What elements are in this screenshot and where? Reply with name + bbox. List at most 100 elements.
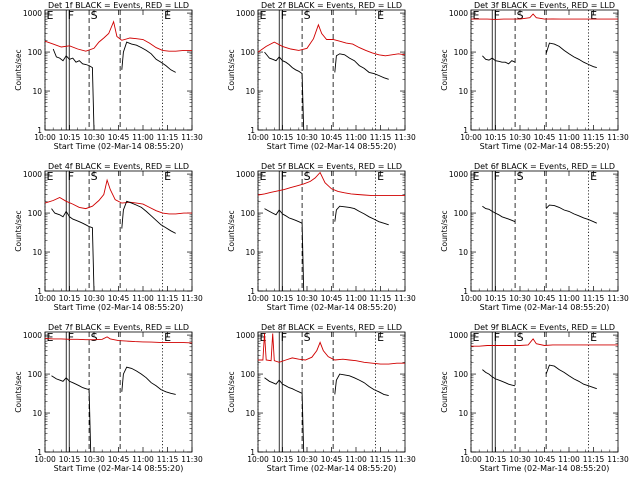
x-tick-label: 10:00 xyxy=(460,133,482,142)
y-axis-label: Counts/sec xyxy=(440,210,449,251)
x-tick-label: 10:15 xyxy=(272,133,294,142)
chart-title: Det 1f BLACK = Events, RED = LLD xyxy=(48,1,189,10)
x-tick-label: 10:30 xyxy=(83,133,105,142)
x-tick-label: 10:45 xyxy=(108,455,130,464)
x-tick-label: 11:00 xyxy=(345,294,367,303)
time-marker-label: E xyxy=(473,170,480,183)
plot-frame xyxy=(470,331,619,453)
time-marker-label: F xyxy=(281,170,287,183)
x-axis-label: Start Time (02-Mar-14 08:55:20) xyxy=(480,464,610,473)
time-marker-label: S xyxy=(304,9,311,22)
y-tick-label: 100 xyxy=(28,48,43,57)
x-tick-label: 10:30 xyxy=(509,133,531,142)
time-marker-label: F xyxy=(494,9,500,22)
y-tick-label: 1000 xyxy=(449,170,468,179)
time-marker-label: E xyxy=(47,9,54,22)
lld-series-line xyxy=(44,336,193,344)
events-series-line xyxy=(482,369,516,387)
x-tick-label: 10:00 xyxy=(34,133,56,142)
time-marker-label: S xyxy=(304,331,311,344)
time-marker-label: S xyxy=(517,331,524,344)
y-tick-label: 10 xyxy=(245,409,255,418)
time-marker-label: F xyxy=(68,9,74,22)
chart-title: Det 3f BLACK = Events, RED = LLD xyxy=(474,1,615,10)
x-tick-label: 10:30 xyxy=(296,133,318,142)
x-tick-label: 10:45 xyxy=(321,455,343,464)
x-axis-label: Start Time (02-Mar-14 08:55:20) xyxy=(480,142,610,151)
y-tick-label: 100 xyxy=(28,209,43,218)
y-tick-label: 1000 xyxy=(23,170,42,179)
y-tick-label: 100 xyxy=(454,370,469,379)
x-tick-label: 11:00 xyxy=(132,294,154,303)
y-tick-label: 1000 xyxy=(449,331,468,340)
plot-frame xyxy=(44,170,193,292)
lld-series-line xyxy=(471,338,618,347)
lld-series-line xyxy=(44,178,192,215)
x-tick-label: 10:00 xyxy=(34,294,56,303)
lld-series-line xyxy=(257,23,406,57)
x-tick-label: 11:30 xyxy=(181,455,203,464)
x-tick-label: 10:15 xyxy=(272,294,294,303)
x-tick-label: 10:00 xyxy=(460,294,482,303)
y-tick-label: 1 xyxy=(463,448,468,457)
chart-panel: Det 6f BLACK = Events, RED = LLD 1 10 100 10… xyxy=(440,162,629,312)
y-tick-label: 10 xyxy=(458,87,468,96)
chart-panel: Det 2f BLACK = Events, RED = LLD 1 10 100 10… xyxy=(227,1,416,151)
events-series-line xyxy=(121,41,176,73)
y-tick-label: 1 xyxy=(37,448,42,457)
chart-panel: Det 3f BLACK = Events, RED = LLD 1 10 100 10… xyxy=(440,1,629,151)
x-tick-label: 10:30 xyxy=(509,294,531,303)
events-series-line xyxy=(264,51,305,131)
y-tick-label: 100 xyxy=(28,370,43,379)
x-tick-label: 10:30 xyxy=(509,455,531,464)
time-marker-label: F xyxy=(68,170,74,183)
y-axis-label: Counts/sec xyxy=(440,49,449,90)
x-tick-label: 10:15 xyxy=(59,294,81,303)
time-marker-label: S xyxy=(91,170,98,183)
x-tick-label: 11:15 xyxy=(157,294,179,303)
y-tick-label: 1000 xyxy=(236,9,255,18)
events-series-line xyxy=(51,375,92,453)
x-tick-label: 10:45 xyxy=(534,133,556,142)
chart-panel: Det 1f BLACK = Events, RED = LLD 1 10 100 10… xyxy=(14,1,203,151)
lld-series-line xyxy=(44,20,192,52)
time-marker-label: E xyxy=(590,331,597,344)
time-marker-label: E xyxy=(377,170,384,183)
x-tick-label: 10:00 xyxy=(247,133,269,142)
time-marker-label: E xyxy=(590,170,597,183)
lld-series-line xyxy=(258,333,405,365)
y-tick-label: 100 xyxy=(454,48,469,57)
x-tick-label: 10:00 xyxy=(34,455,56,464)
x-tick-label: 11:30 xyxy=(394,455,416,464)
y-tick-label: 1 xyxy=(250,287,255,296)
chart-panel: Det 4f BLACK = Events, RED = LLD 1 10 100 10… xyxy=(14,162,203,312)
y-axis-label: Counts/sec xyxy=(14,371,23,412)
time-marker-label: E xyxy=(260,170,267,183)
chart-title: Det 7f BLACK = Events, RED = LLD xyxy=(48,323,189,332)
x-tick-label: 10:15 xyxy=(272,455,294,464)
y-tick-label: 100 xyxy=(241,209,256,218)
x-tick-label: 11:30 xyxy=(181,294,203,303)
events-series-line xyxy=(121,200,176,234)
time-marker-label: S xyxy=(304,170,311,183)
x-axis-label: Start Time (02-Mar-14 08:55:20) xyxy=(267,303,397,312)
x-tick-label: 10:30 xyxy=(296,455,318,464)
x-tick-label: 11:15 xyxy=(583,294,605,303)
y-tick-label: 10 xyxy=(32,409,42,418)
events-series-line xyxy=(545,42,597,69)
x-tick-label: 11:00 xyxy=(558,455,580,464)
y-axis-label: Counts/sec xyxy=(227,210,236,251)
x-tick-label: 10:15 xyxy=(485,133,507,142)
x-tick-label: 11:15 xyxy=(157,133,179,142)
chart-panel: Det 7f BLACK = Events, RED = LLD 1 10 100 10… xyxy=(14,323,203,473)
events-series-line xyxy=(334,205,389,226)
chart-title: Det 8f BLACK = Events, RED = LLD xyxy=(261,323,402,332)
plot-frame xyxy=(44,9,193,131)
x-axis-label: Start Time (02-Mar-14 08:55:20) xyxy=(480,303,610,312)
x-tick-label: 11:00 xyxy=(345,133,367,142)
time-marker-label: E xyxy=(47,170,54,183)
time-marker-label: E xyxy=(164,9,171,22)
x-tick-label: 11:30 xyxy=(394,294,416,303)
time-marker-label: F xyxy=(494,170,500,183)
